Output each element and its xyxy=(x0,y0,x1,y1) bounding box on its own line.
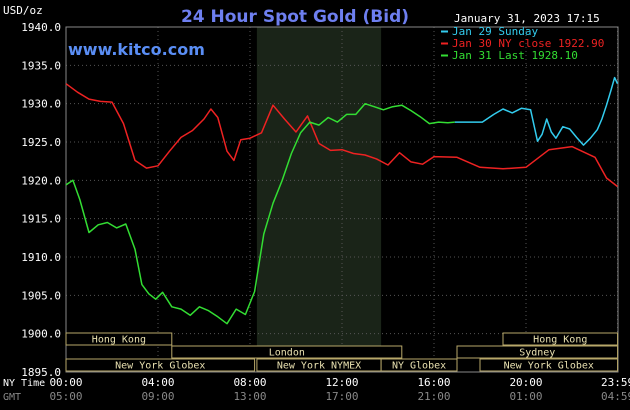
y-tick-label: 1900.0 xyxy=(21,328,61,341)
session-bars-layer: Hong Kong London New York Globex New York N… xyxy=(65,332,619,372)
plot-frame xyxy=(65,26,619,373)
y-axis-unit-label: USD/oz xyxy=(3,4,43,17)
x-tick-label-gmt: 09:00 xyxy=(141,390,174,403)
legend-entry: Jan 31 Last 1928.10 xyxy=(452,49,578,62)
x-tick-label-gmt: 21:00 xyxy=(417,390,450,403)
session-bar xyxy=(65,358,256,372)
axis-layer: 1940.0 1935.0 1930.0 1925.0 1920.0 1915.0 1910… xyxy=(3,21,630,403)
session-bar xyxy=(171,345,403,359)
series-layer xyxy=(65,76,619,325)
y-tick-label: 1930.0 xyxy=(21,98,61,111)
x-tick-label-gmt: 05:00 xyxy=(49,390,82,403)
session-label: Hong Kong xyxy=(92,335,146,346)
x-tick-label-gmt: 04:59 xyxy=(601,390,630,403)
highlight-band-layer xyxy=(256,27,382,372)
session-bar xyxy=(479,358,619,372)
y-tick-label: 1910.0 xyxy=(21,251,61,264)
x-tick-label-gmt: 17:00 xyxy=(325,390,358,403)
session-label: Hong Kong xyxy=(533,335,587,346)
session-label: London xyxy=(269,348,305,359)
y-tick-label: 1925.0 xyxy=(21,136,61,149)
y-tick-label: 1915.0 xyxy=(21,213,61,226)
y-tick-label: 1920.0 xyxy=(21,174,61,187)
chart-title: 24 Hour Spot Gold (Bid) xyxy=(181,7,409,27)
legend-entry: Jan 30 NY close 1922.90 xyxy=(452,37,604,50)
series-line-1 xyxy=(65,83,618,188)
y-tick-label: 1905.0 xyxy=(21,289,61,302)
legend-entry: Jan 29 Sunday xyxy=(452,25,538,38)
x-tick-label-ny: 23:59 xyxy=(601,376,630,389)
session-bar xyxy=(502,332,619,346)
y-tick-label: 1935.0 xyxy=(21,59,61,72)
ny-time-row-label: NY Time xyxy=(3,378,45,389)
timestamp: January 31, 2023 17:15 xyxy=(454,12,600,25)
x-tick-label-ny: 04:00 xyxy=(141,376,174,389)
x-tick-label-ny: 08:00 xyxy=(233,376,266,389)
x-tick-label-ny: 20:00 xyxy=(509,376,542,389)
y-tick-label: 1895.0 xyxy=(21,366,61,379)
session-label: NY Globex xyxy=(392,361,446,372)
gmt-row-label: GMT xyxy=(3,392,21,403)
x-tick-label-gmt: 13:00 xyxy=(233,390,266,403)
session-label: Sydney xyxy=(519,348,555,359)
session-label: New York Globex xyxy=(504,361,594,372)
nymex-hours-band xyxy=(256,27,382,372)
series-line-0 xyxy=(454,76,619,146)
session-label: New York Globex xyxy=(115,361,205,372)
x-tick-label-ny: 12:00 xyxy=(325,376,358,389)
y-tick-label: 1940.0 xyxy=(21,21,61,34)
session-bar xyxy=(65,332,173,346)
x-tick-label-gmt: 01:00 xyxy=(509,390,542,403)
x-tick-label-ny: 16:00 xyxy=(417,376,450,389)
watermark-url: www.kitco.com xyxy=(68,40,205,59)
session-bar xyxy=(380,358,458,372)
session-label: New York NYMEX xyxy=(277,361,361,372)
session-bar xyxy=(456,345,619,359)
series-line-2 xyxy=(65,102,455,325)
x-tick-label-ny: 00:00 xyxy=(49,376,82,389)
